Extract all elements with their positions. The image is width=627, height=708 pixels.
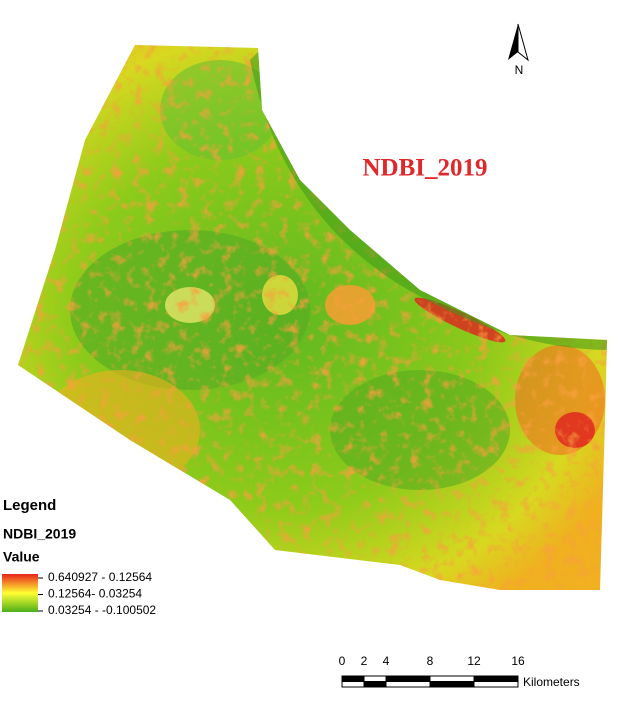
legend-layer: NDBI_2019 — [3, 526, 76, 542]
legend: Legend NDBI_2019 Value 0.640927 - 0.1256… — [2, 497, 156, 617]
scale-tick-label: 16 — [511, 654, 525, 668]
legend-heading: Legend — [3, 497, 56, 514]
scale-tick-label: 2 — [361, 654, 368, 668]
scale-segment — [385, 675, 431, 682]
north-arrow: N — [508, 23, 529, 77]
scale-segment — [473, 681, 519, 688]
scale-unit: Kilometers — [523, 675, 580, 689]
scale-segment — [341, 675, 365, 682]
legend-class-label: 0.12564- 0.03254 — [48, 587, 142, 601]
scale-segment — [341, 681, 365, 688]
legend-class-label: 0.640927 - 0.12564 — [48, 570, 152, 584]
ndbi-raster — [18, 45, 607, 590]
scale-segment — [473, 675, 519, 682]
scale-segment — [363, 681, 387, 688]
map-title: NDBI_2019 — [362, 155, 487, 182]
scale-tick-label: 4 — [383, 654, 390, 668]
scale-bar: 0 2 4 8 12 16 Kilometers — [339, 654, 580, 689]
scale-segment — [429, 681, 475, 688]
scale-tick-label: 12 — [467, 654, 481, 668]
north-label: N — [515, 63, 524, 77]
legend-field: Value — [3, 549, 40, 565]
legend-class-label: 0.03254 - -0.100502 — [48, 603, 156, 617]
scale-segment — [363, 675, 387, 682]
color-ramp — [2, 574, 38, 612]
scale-segment — [429, 675, 475, 682]
scale-tick-label: 0 — [339, 654, 346, 668]
scale-tick-label: 8 — [427, 654, 434, 668]
scale-segment — [385, 681, 431, 688]
